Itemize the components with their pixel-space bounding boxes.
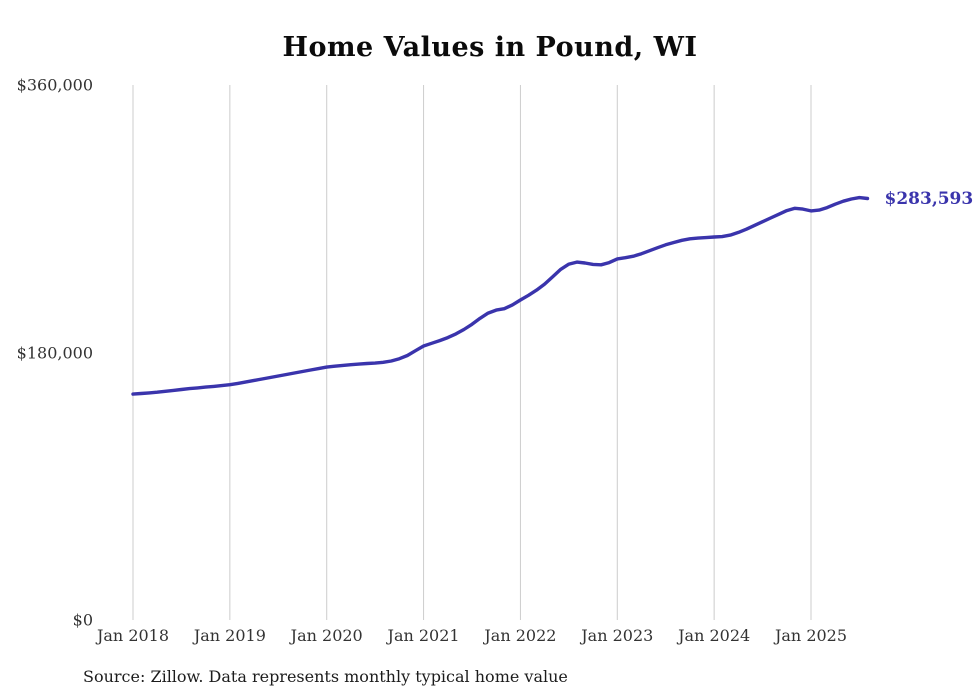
latest-value-label: $283,593: [884, 188, 974, 209]
chart-title: Home Values in Pound, WI: [282, 32, 698, 63]
x-tick-label: Jan 2025: [774, 626, 848, 645]
y-tick-label: $180,000: [16, 343, 93, 362]
source-note: Source: Zillow. Data represents monthly …: [83, 667, 568, 686]
x-tick-label: Jan 2022: [484, 626, 557, 645]
x-tick-label: Jan 2018: [96, 626, 170, 645]
y-tick-label: $0: [72, 610, 93, 630]
x-tick-label: Jan 2020: [290, 626, 363, 645]
y-tick-label: $360,000: [16, 75, 93, 95]
x-tick-label: Jan 2023: [581, 626, 654, 645]
x-tick-label: Jan 2021: [387, 626, 460, 645]
x-tick-label: Jan 2019: [193, 626, 266, 645]
x-tick-label: Jan 2024: [678, 626, 751, 645]
value-line: [131, 195, 870, 396]
